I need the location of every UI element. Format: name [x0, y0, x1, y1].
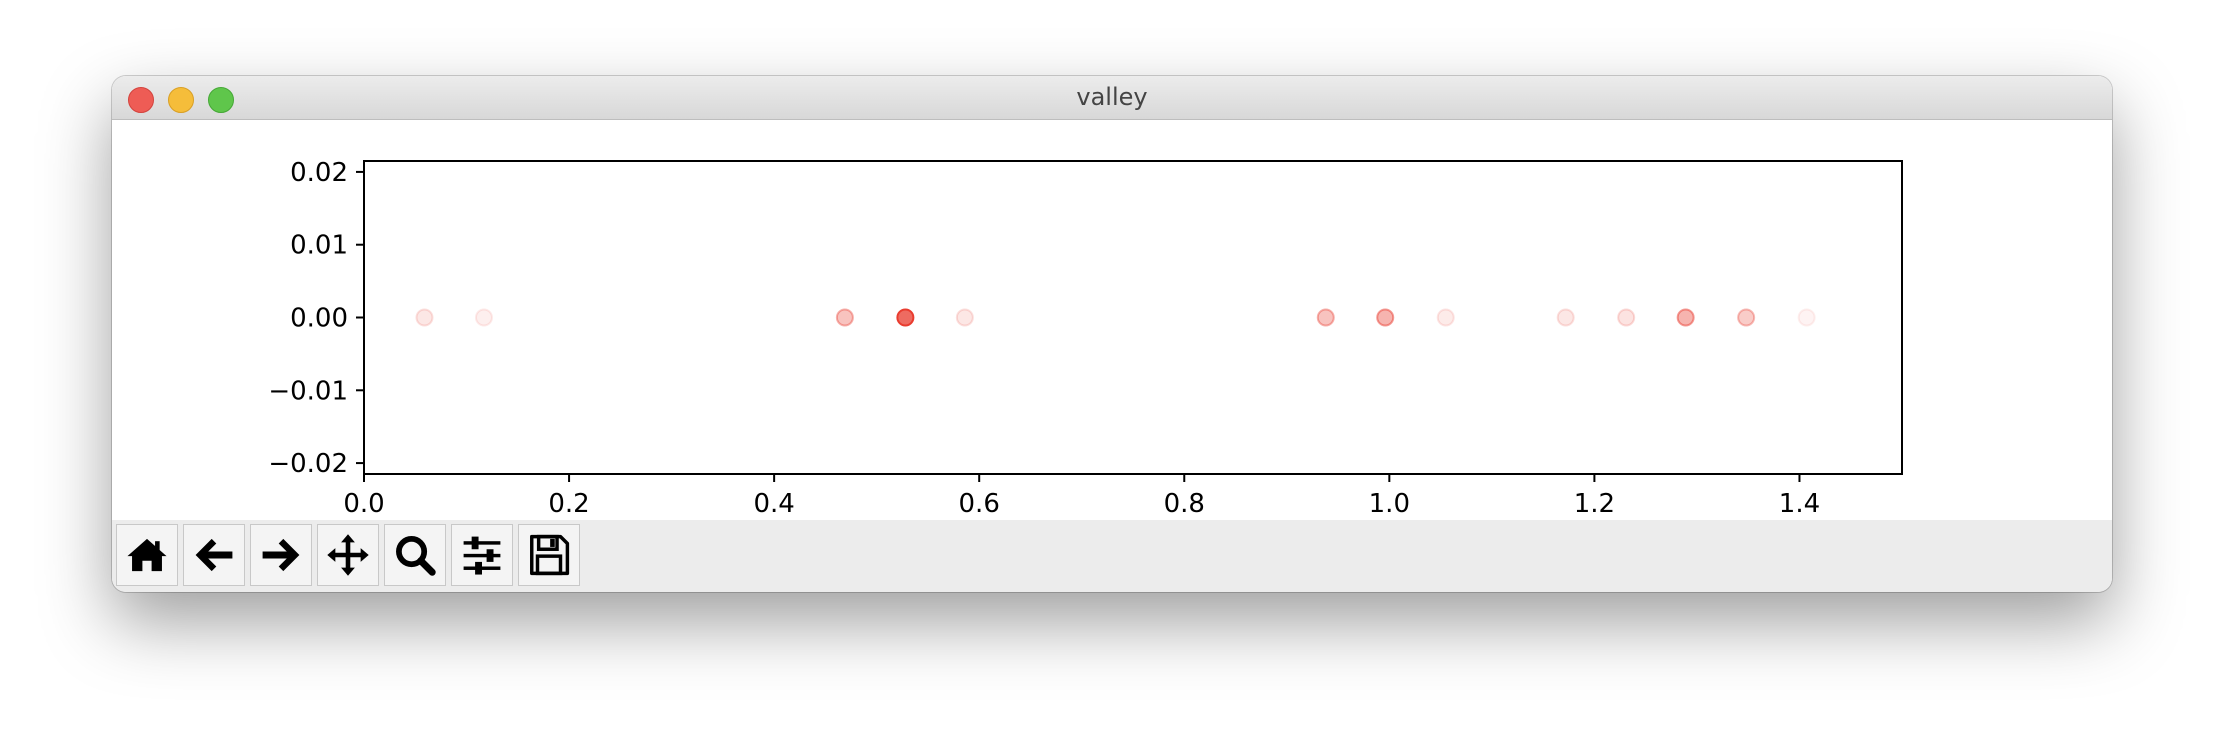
home-icon [127, 538, 167, 572]
navigation-toolbar [112, 520, 2112, 592]
x-tick-label: 1.4 [1779, 489, 1820, 519]
axes-frame [363, 160, 1903, 475]
data-point [896, 308, 915, 327]
x-tick-label: 0.6 [959, 489, 1000, 519]
data-point [1617, 308, 1636, 327]
scatter-chart: 0.0 0.2 0.4 0.6 0.8 1.0 1.2 1.4 0.02 0.01 0.00 −0.0… [268, 158, 1903, 519]
figure-window: valley 0.0 0.2 0.4 0.6 0.8 1.0 1.2 1.4 0.02 0.01 0… [112, 76, 2112, 592]
y-tick-label: −0.01 [268, 376, 348, 406]
move-icon [327, 534, 369, 576]
window-title: valley [1076, 83, 1148, 111]
arrow-left-icon [195, 538, 233, 572]
y-tick-label: −0.02 [268, 449, 348, 479]
data-point [1316, 308, 1335, 327]
sliders-icon [463, 536, 501, 575]
data-point [1737, 308, 1756, 327]
y-tick-label: 0.00 [290, 304, 348, 334]
back-button[interactable] [183, 524, 245, 586]
data-point [1797, 308, 1816, 327]
pan-button[interactable] [317, 524, 379, 586]
arrow-right-icon [262, 538, 300, 572]
floppy-disk-icon [530, 534, 570, 576]
data-point [1436, 308, 1455, 327]
data-point [1676, 308, 1695, 327]
y-tick-label: 0.01 [290, 231, 348, 261]
configure-subplots-button[interactable] [451, 524, 513, 586]
figure-canvas[interactable]: 0.0 0.2 0.4 0.6 0.8 1.0 1.2 1.4 0.02 0.01 0.00 −0.0… [112, 120, 2112, 520]
x-tick-label: 0.0 [343, 489, 384, 519]
x-tick-label: 0.4 [753, 489, 794, 519]
maximize-window-button[interactable] [208, 87, 234, 113]
search-icon [396, 536, 436, 576]
x-tick-label: 0.8 [1164, 489, 1205, 519]
data-point [1556, 308, 1575, 327]
data-point [474, 308, 493, 327]
data-point [835, 308, 854, 327]
forward-button[interactable] [250, 524, 312, 586]
data-point [415, 308, 434, 327]
x-tick-label: 0.2 [548, 489, 589, 519]
data-point [1376, 308, 1395, 327]
close-window-button[interactable] [128, 87, 154, 113]
x-tick-label: 1.2 [1574, 489, 1615, 519]
home-button[interactable] [116, 524, 178, 586]
title-bar: valley [112, 76, 2112, 120]
x-tick-label: 1.0 [1369, 489, 1410, 519]
y-tick-label: 0.02 [290, 158, 348, 188]
zoom-button[interactable] [384, 524, 446, 586]
minimize-window-button[interactable] [168, 87, 194, 113]
data-point [955, 308, 974, 327]
save-button[interactable] [518, 524, 580, 586]
